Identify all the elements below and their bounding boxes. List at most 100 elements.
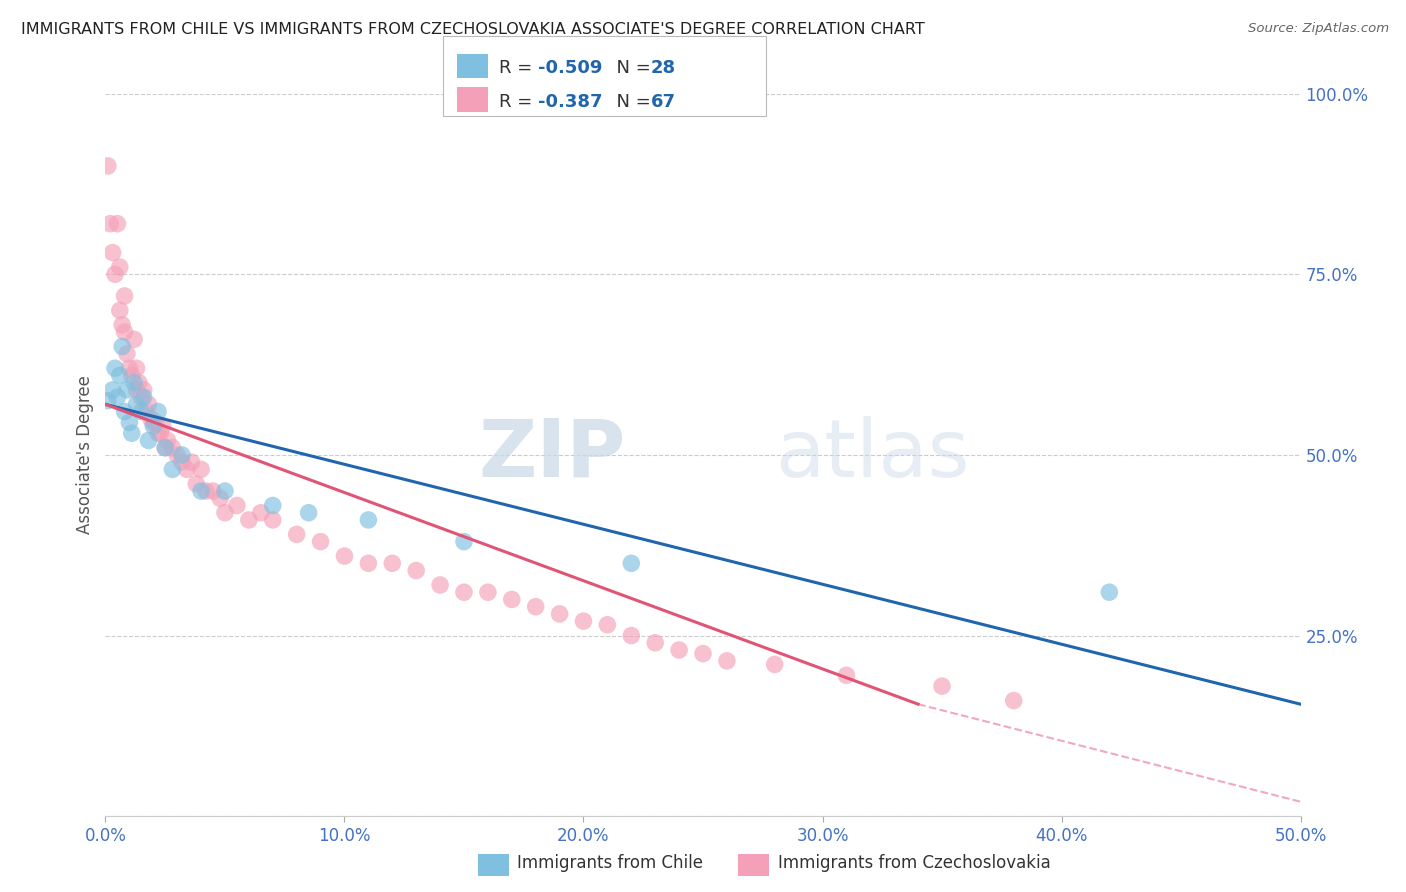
Text: ZIP: ZIP xyxy=(478,416,626,494)
Point xyxy=(108,303,131,318)
Text: -0.387: -0.387 xyxy=(538,93,603,111)
Point xyxy=(128,376,150,390)
Point xyxy=(101,245,124,260)
Point xyxy=(548,607,571,621)
Point xyxy=(98,217,121,231)
Point xyxy=(250,506,273,520)
Point xyxy=(145,416,167,430)
Point xyxy=(121,368,143,383)
Point xyxy=(214,506,236,520)
Point xyxy=(107,217,129,231)
Point xyxy=(121,426,143,441)
Text: Source: ZipAtlas.com: Source: ZipAtlas.com xyxy=(1249,22,1389,36)
Point xyxy=(453,585,475,599)
Point xyxy=(146,426,169,441)
Point xyxy=(835,668,858,682)
Point xyxy=(596,617,619,632)
Point xyxy=(176,462,198,476)
Text: -0.509: -0.509 xyxy=(538,59,603,77)
Point xyxy=(107,390,129,404)
Point xyxy=(225,499,249,513)
Point xyxy=(101,383,124,397)
Point xyxy=(262,499,284,513)
Point xyxy=(125,361,148,376)
Point xyxy=(620,628,643,642)
Y-axis label: Associate's Degree: Associate's Degree xyxy=(76,376,94,534)
Point xyxy=(153,441,177,455)
Point xyxy=(108,260,131,274)
Point xyxy=(190,483,212,498)
Point xyxy=(135,404,157,418)
Point xyxy=(115,347,138,361)
Point xyxy=(111,318,134,332)
Point xyxy=(156,434,179,448)
Text: N =: N = xyxy=(605,93,657,111)
Point xyxy=(142,416,165,430)
Text: IMMIGRANTS FROM CHILE VS IMMIGRANTS FROM CZECHOSLOVAKIA ASSOCIATE'S DEGREE CORRE: IMMIGRANTS FROM CHILE VS IMMIGRANTS FROM… xyxy=(21,22,925,37)
Point xyxy=(111,339,134,353)
Point xyxy=(162,462,184,476)
Point xyxy=(405,564,427,578)
Point xyxy=(115,383,138,397)
Point xyxy=(1098,585,1121,599)
Point xyxy=(186,476,208,491)
Point xyxy=(238,513,260,527)
Point xyxy=(668,643,690,657)
Point xyxy=(170,455,193,469)
Point xyxy=(152,419,174,434)
Point xyxy=(644,636,666,650)
Point xyxy=(202,483,225,498)
Point xyxy=(477,585,499,599)
Text: 67: 67 xyxy=(651,93,676,111)
Point xyxy=(153,441,177,455)
Point xyxy=(97,159,120,173)
Point xyxy=(132,390,155,404)
Point xyxy=(524,599,547,614)
Point xyxy=(453,534,475,549)
Point xyxy=(114,325,136,339)
Point xyxy=(285,527,308,541)
Point xyxy=(114,289,136,303)
Text: atlas: atlas xyxy=(775,416,969,494)
Point xyxy=(104,268,127,282)
Point xyxy=(692,647,714,661)
Point xyxy=(170,448,193,462)
Point xyxy=(114,404,136,418)
Point xyxy=(142,419,165,434)
Point xyxy=(132,383,155,397)
Point xyxy=(298,506,321,520)
Point xyxy=(381,557,404,571)
Point xyxy=(194,483,217,498)
Point xyxy=(122,376,145,390)
Point xyxy=(309,534,332,549)
Point xyxy=(333,549,356,563)
Point xyxy=(138,434,160,448)
Point xyxy=(501,592,523,607)
Point xyxy=(139,412,162,426)
Text: N =: N = xyxy=(605,59,657,77)
Point xyxy=(262,513,284,527)
Text: Immigrants from Chile: Immigrants from Chile xyxy=(517,855,703,872)
Point xyxy=(1002,693,1025,707)
Point xyxy=(716,654,738,668)
Point xyxy=(763,657,786,672)
Point xyxy=(122,332,145,346)
Point xyxy=(104,361,127,376)
Point xyxy=(138,397,160,411)
Point xyxy=(129,404,153,418)
Text: Immigrants from Czechoslovakia: Immigrants from Czechoslovakia xyxy=(778,855,1050,872)
Point xyxy=(429,578,451,592)
Point xyxy=(129,390,153,404)
Point xyxy=(166,448,188,462)
Point xyxy=(149,426,172,441)
Point xyxy=(118,416,141,430)
Point xyxy=(190,462,212,476)
Point xyxy=(357,513,380,527)
Point xyxy=(125,397,148,411)
Text: 28: 28 xyxy=(651,59,676,77)
Point xyxy=(572,614,595,628)
Point xyxy=(620,557,643,571)
Point xyxy=(162,441,184,455)
Text: R =: R = xyxy=(499,93,538,111)
Point xyxy=(214,483,236,498)
